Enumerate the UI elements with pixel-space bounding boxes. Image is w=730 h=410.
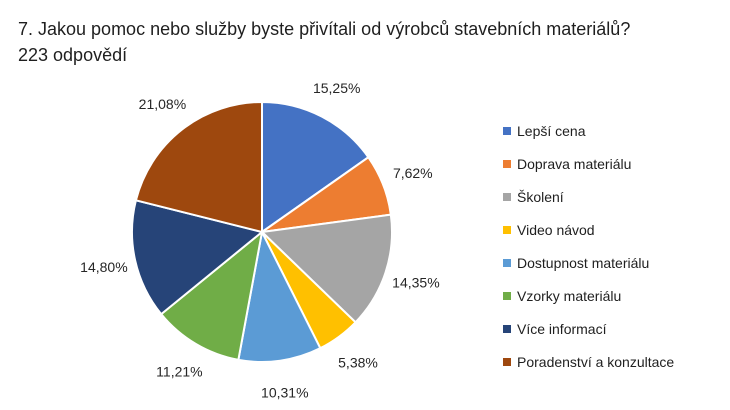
- data-label-dostupnost-materialu: 10,31%: [261, 384, 308, 400]
- data-label-doprava-materialu: 7,62%: [393, 165, 433, 181]
- legend-swatch: [503, 225, 511, 234]
- data-label-video-navod: 5,38%: [338, 355, 378, 371]
- legend-item-doprava-materialu: Doprava materiálu: [503, 147, 674, 180]
- legend-label: Vzorky materiálu: [517, 287, 622, 304]
- legend-label: Dostupnost materiálu: [517, 254, 650, 271]
- pie-slice-skoleni: [259, 213, 394, 324]
- legend-swatch: [503, 258, 511, 267]
- legend-item-skoleni: Školení: [503, 180, 674, 213]
- pie-data-labels: 15,25% 7,62% 14,35% 5,38% 10,31% 11,21% 14,80%…: [80, 80, 439, 400]
- chart-title: 7. Jakou pomoc nebo služby byste přivíta…: [18, 19, 631, 65]
- data-label-vice-informaci: 14,80%: [80, 259, 127, 275]
- legend-label: Video návod: [517, 221, 595, 238]
- chart-legend: Lepší cena Doprava materiálu Školení Video …: [503, 114, 674, 378]
- data-label-vzorky-materialu: 11,21%: [156, 363, 202, 379]
- pie-slice-vzorky-materialu: [159, 229, 264, 361]
- legend-swatch: [503, 357, 511, 366]
- legend-label: Doprava materiálu: [517, 155, 632, 172]
- data-label-poradenstvi-a-konzultace: 21,08%: [139, 96, 186, 112]
- data-label-skoleni: 14,35%: [392, 275, 439, 291]
- pie-slice-vice-informaci: [131, 199, 265, 316]
- legend-swatch: [503, 324, 511, 333]
- legend-item-poradenstvi-a-konzultace: Poradenství a konzultace: [503, 345, 674, 378]
- legend-swatch: [503, 126, 511, 135]
- legend-swatch: [503, 159, 511, 168]
- legend-item-lepsi-cena: Lepší cena: [503, 114, 674, 147]
- legend-label: Více informací: [517, 320, 607, 337]
- data-label-lepsi-cena: 15,25%: [313, 80, 360, 96]
- pie-slices: [131, 100, 394, 363]
- legend-item-vice-informaci: Více informací: [503, 312, 674, 345]
- legend-label: Lepší cena: [517, 122, 586, 139]
- legend-item-video-navod: Video návod: [503, 213, 674, 246]
- pie-slice-dostupnost-materialu: [237, 228, 322, 363]
- legend-item-dostupnost-materialu: Dostupnost materiálu: [503, 246, 674, 279]
- pie-slice-lepsi-cena: [261, 100, 370, 234]
- legend-label: Poradenství a konzultace: [517, 353, 675, 370]
- legend-swatch: [503, 291, 511, 300]
- pie-slice-poradenstvi-a-konzultace: [134, 100, 263, 234]
- legend-item-vzorky-materialu: Vzorky materiálu: [503, 279, 674, 312]
- legend-swatch: [503, 192, 511, 201]
- legend-label: Školení: [517, 188, 564, 205]
